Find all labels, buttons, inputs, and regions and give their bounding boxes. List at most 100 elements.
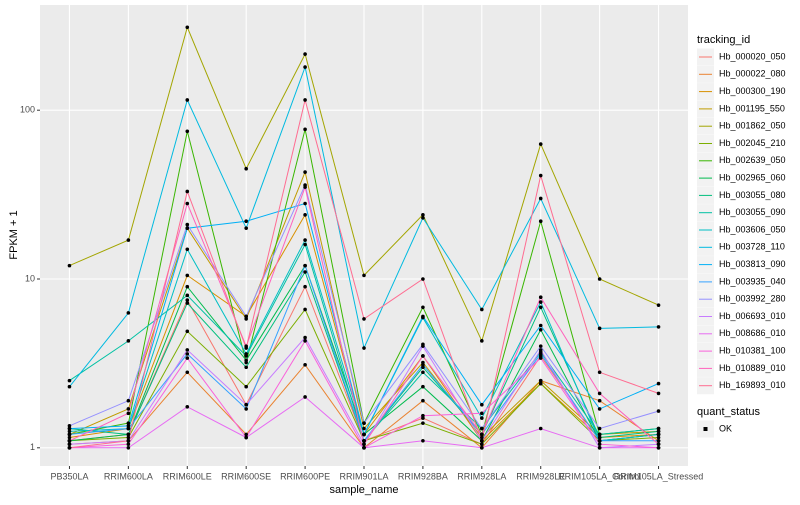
legend-label: Hb_002639_050 xyxy=(719,155,786,165)
data-point xyxy=(303,263,307,268)
data-point xyxy=(656,435,661,440)
data-point xyxy=(126,411,131,416)
data-point xyxy=(597,432,602,437)
data-point xyxy=(303,98,307,102)
data-point xyxy=(362,432,366,437)
data-point xyxy=(480,426,484,431)
data-point xyxy=(303,284,307,289)
data-point xyxy=(185,404,190,409)
data-point xyxy=(362,438,366,443)
data-point xyxy=(362,442,366,447)
data-point xyxy=(244,352,248,356)
y-tick-label: 10 xyxy=(25,273,35,283)
data-point xyxy=(244,365,248,370)
data-point xyxy=(421,421,425,425)
data-point xyxy=(126,407,131,411)
data-point xyxy=(480,432,484,437)
data-point xyxy=(421,344,425,348)
data-point xyxy=(421,314,425,319)
data-point xyxy=(303,52,307,56)
data-point xyxy=(244,314,248,319)
data-point xyxy=(67,426,72,431)
legend-label: Hb_010889_010 xyxy=(719,363,786,373)
legend-label: Hb_003992_280 xyxy=(719,294,786,304)
data-point xyxy=(421,438,425,443)
data-point xyxy=(538,352,543,356)
legend-title: quant_status xyxy=(697,406,760,418)
data-point xyxy=(67,384,72,389)
data-point xyxy=(656,409,661,413)
data-point xyxy=(538,142,543,146)
x-tick-label: PB350LA xyxy=(50,471,88,481)
data-point xyxy=(303,238,307,242)
data-point xyxy=(597,398,602,403)
legend-label: Hb_006693_010 xyxy=(719,311,786,321)
data-point xyxy=(480,438,484,443)
data-point xyxy=(362,317,366,321)
data-point xyxy=(538,328,543,332)
data-point xyxy=(597,407,602,411)
x-tick-label: RRIM105LA_Control xyxy=(558,471,641,481)
data-point xyxy=(538,344,543,348)
legend-label: Hb_000300_190 xyxy=(719,86,786,96)
data-point xyxy=(656,438,661,443)
data-point xyxy=(244,384,248,389)
data-point xyxy=(244,166,248,171)
data-point xyxy=(244,432,248,437)
data-point xyxy=(185,293,190,298)
data-point xyxy=(421,213,425,217)
data-point xyxy=(421,363,425,367)
data-point xyxy=(597,391,602,396)
data-point xyxy=(185,226,190,230)
legend-label: Hb_003606_050 xyxy=(719,224,786,234)
data-point xyxy=(656,303,661,307)
data-point xyxy=(656,381,661,386)
data-point xyxy=(185,370,190,375)
x-tick-label: RRIM928BA xyxy=(398,471,448,481)
data-point xyxy=(244,219,248,223)
data-point xyxy=(185,201,190,206)
data-point xyxy=(421,277,425,281)
data-point xyxy=(67,442,72,447)
data-point xyxy=(538,196,543,201)
data-point xyxy=(185,298,190,302)
legend-label: Hb_003055_090 xyxy=(719,207,786,217)
data-point xyxy=(303,335,307,340)
data-point xyxy=(185,273,190,278)
data-point xyxy=(362,426,366,431)
legend-label: Hb_003728_110 xyxy=(719,242,785,252)
data-point xyxy=(597,435,602,440)
data-point xyxy=(126,339,131,343)
x-tick-label: RRIM901LA xyxy=(339,471,388,481)
data-point xyxy=(362,421,366,425)
data-point xyxy=(303,242,307,247)
data-point xyxy=(480,411,484,416)
data-point xyxy=(538,356,543,360)
data-point xyxy=(656,442,661,447)
data-point xyxy=(185,348,190,352)
legend-label: Hb_008686_010 xyxy=(719,328,786,338)
data-point xyxy=(656,429,661,434)
data-point xyxy=(421,398,425,403)
data-point xyxy=(597,370,602,375)
data-point xyxy=(656,426,661,431)
data-point xyxy=(185,356,190,360)
data-point xyxy=(597,277,602,281)
data-point xyxy=(185,129,190,134)
data-point xyxy=(421,354,425,358)
data-point xyxy=(480,339,484,343)
data-point xyxy=(597,326,602,331)
data-point xyxy=(303,270,307,274)
data-point xyxy=(597,445,602,450)
data-point xyxy=(421,384,425,389)
data-point xyxy=(185,222,190,227)
data-point xyxy=(67,438,72,443)
legend-label: Hb_003813_090 xyxy=(719,259,786,269)
data-point xyxy=(656,391,661,396)
legend-label: Hb_169893_010 xyxy=(719,380,786,390)
x-tick-label: RRIM600PE xyxy=(280,471,330,481)
data-point xyxy=(244,317,248,321)
data-point xyxy=(67,445,72,450)
data-point xyxy=(538,219,543,223)
